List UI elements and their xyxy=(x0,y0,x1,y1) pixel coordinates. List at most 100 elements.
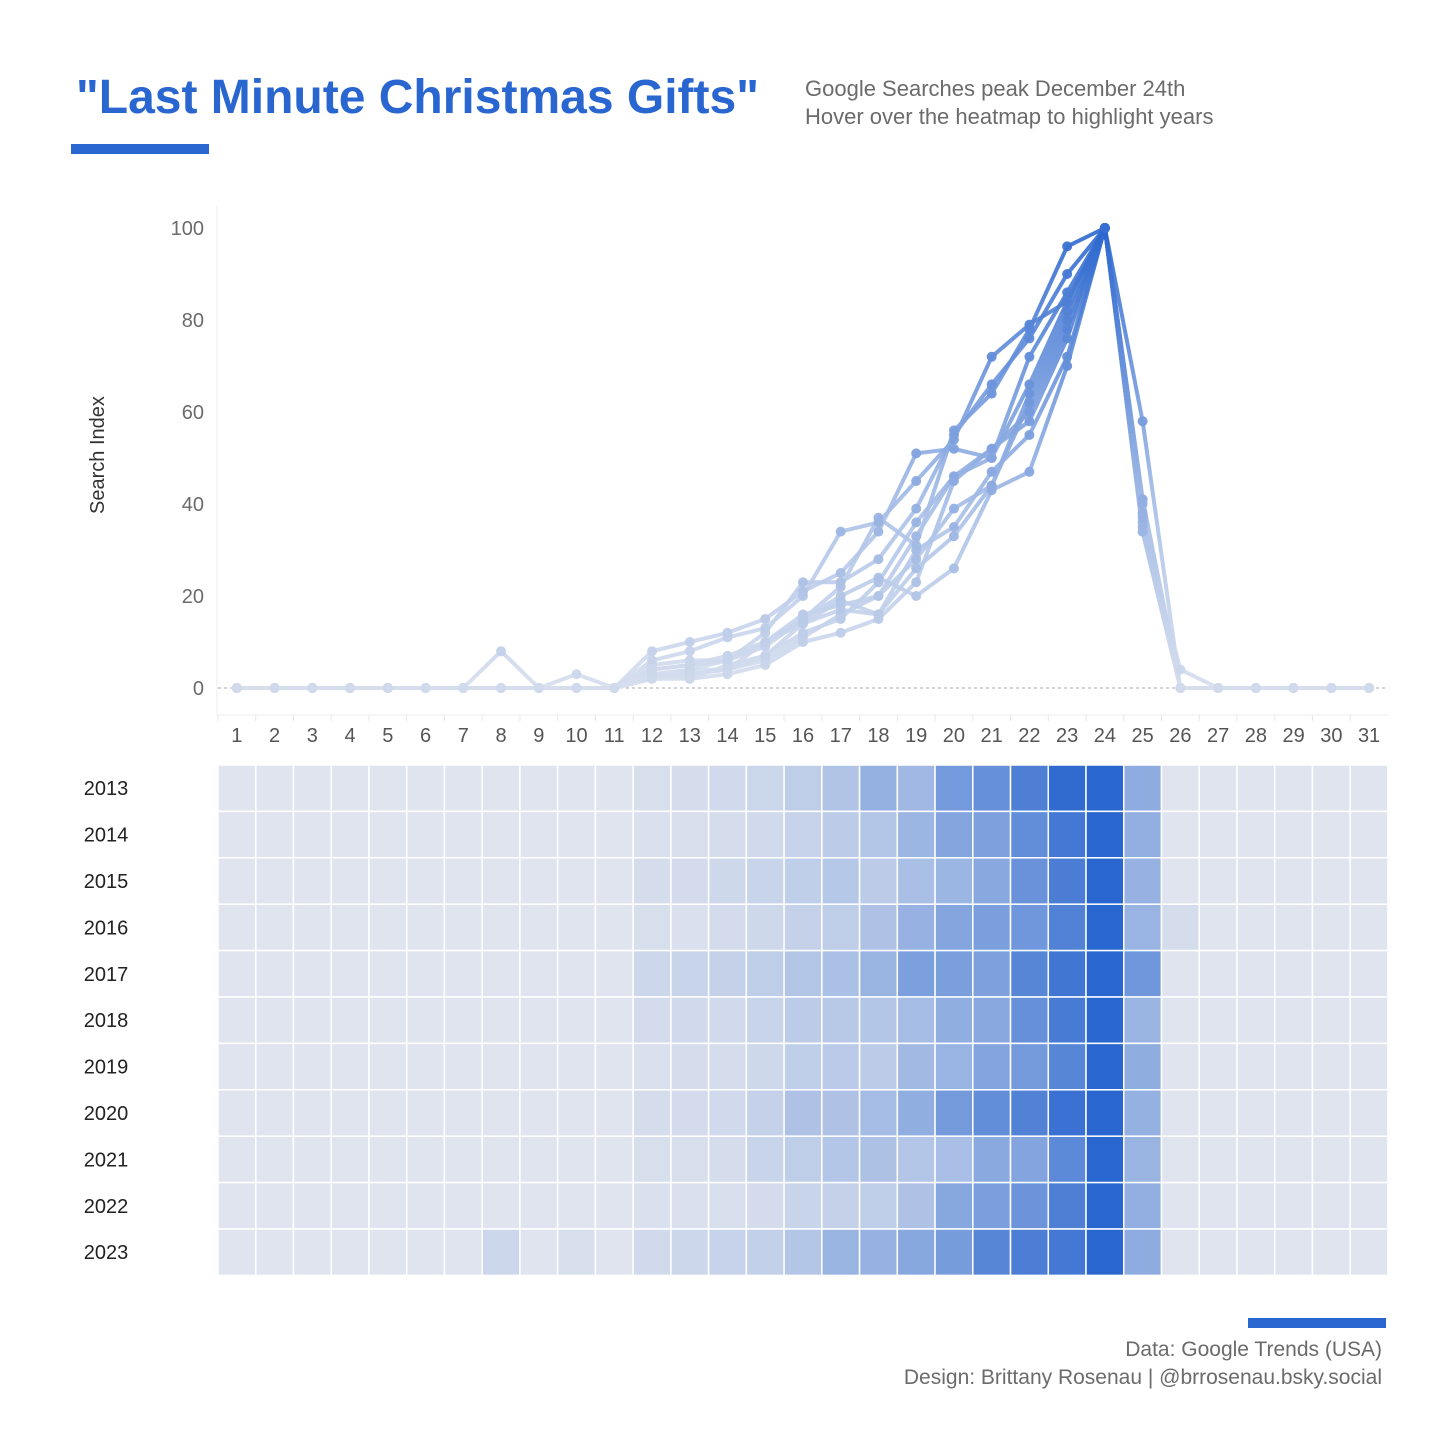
heatmap-cell-2020-16 xyxy=(783,1089,823,1137)
heatmap-cell-2020-27 xyxy=(1198,1089,1238,1137)
heatmap-cell-2014-9 xyxy=(519,810,559,859)
heatmap-cell-2019-7 xyxy=(443,1042,483,1091)
heatmap-cell-2021-22 xyxy=(1009,1135,1050,1184)
point-2021-16 xyxy=(797,614,808,624)
point-2023-14 xyxy=(722,632,733,643)
heatmap-cell-2022-20 xyxy=(934,1181,974,1230)
heatmap-cell-2019-20 xyxy=(934,1042,974,1091)
heatmap-cell-2015-22 xyxy=(1009,857,1050,905)
point-2017-21 xyxy=(986,453,997,463)
heatmap-cell-2020-10 xyxy=(556,1089,597,1137)
heatmap-cell-2017-1 xyxy=(217,949,257,998)
point-2023-24 xyxy=(1099,223,1110,233)
heatmap-cell-2017-11 xyxy=(594,949,634,998)
point-2023-7 xyxy=(458,683,469,693)
heatmap-cell-2020-14 xyxy=(707,1089,748,1137)
point-2016-16 xyxy=(797,627,808,638)
subtitle-line-1: Google Searches peak December 24th xyxy=(805,76,1186,101)
heatmap-cell-2017-8 xyxy=(481,949,521,998)
heatmap-cell-2020-13 xyxy=(670,1089,710,1137)
heatmap-cell-2017-28 xyxy=(1236,949,1276,998)
point-2023-20 xyxy=(948,434,959,445)
heatmap-cell-2022-15 xyxy=(745,1181,785,1230)
point-2017-22 xyxy=(1024,351,1035,362)
x-tick-label: 25 xyxy=(1132,725,1154,747)
heatmap-cell-2020-30 xyxy=(1311,1089,1351,1137)
heatmap-cell-2013-16 xyxy=(783,764,823,813)
point-2018-18 xyxy=(873,591,884,601)
point-2016-22 xyxy=(1024,416,1035,427)
heatmap-cell-2018-28 xyxy=(1236,996,1276,1045)
heatmap-cell-2017-10 xyxy=(556,949,597,998)
heatmap-cell-2021-23 xyxy=(1047,1135,1087,1184)
heatmap-cell-2021-5 xyxy=(368,1135,408,1184)
heatmap-cell-2021-17 xyxy=(821,1135,861,1184)
heatmap-cell-2023-22 xyxy=(1009,1228,1050,1277)
heatmap-cell-2013-4 xyxy=(330,764,370,813)
point-2015-23 xyxy=(1062,315,1073,325)
heatmap-cell-2023-9 xyxy=(519,1228,559,1277)
heatmap-cell-2020-1 xyxy=(217,1089,257,1137)
point-2017-19 xyxy=(911,448,922,459)
heatmap-cell-2013-25 xyxy=(1123,764,1163,813)
heatmap-cell-2022-4 xyxy=(330,1181,370,1230)
heatmap-cell-2020-22 xyxy=(1009,1089,1050,1137)
heatmap-cell-2013-9 xyxy=(519,764,559,813)
point-2023-31 xyxy=(1364,683,1375,693)
row-label-2023: 2023 xyxy=(84,1242,129,1264)
heatmap-cell-2013-31 xyxy=(1349,764,1389,813)
point-2017-18 xyxy=(873,526,884,537)
point-2017-13 xyxy=(684,637,695,647)
heatmap-cell-2019-17 xyxy=(821,1042,861,1091)
heatmap-cell-2015-15 xyxy=(745,857,785,905)
point-2022-13 xyxy=(684,673,695,684)
heatmap-cell-2023-2 xyxy=(254,1228,295,1277)
heatmap-cell-2016-4 xyxy=(330,903,370,952)
heatmap-cell-2018-29 xyxy=(1273,996,1314,1045)
heatmap-cell-2019-6 xyxy=(405,1042,446,1091)
y-tick-label: 20 xyxy=(182,586,204,608)
heatmap-cell-2013-10 xyxy=(556,764,597,813)
point-2015-19 xyxy=(911,563,922,574)
footer-source: Data: Google Trends (USA) xyxy=(1125,1338,1382,1361)
heatmap-cell-2013-11 xyxy=(594,764,634,813)
heatmap-cell-2014-16 xyxy=(783,810,823,859)
heatmap-cell-2018-2 xyxy=(254,996,295,1045)
heatmap-cell-2013-23 xyxy=(1047,764,1087,813)
heatmap-cell-2015-28 xyxy=(1236,857,1276,905)
heatmap-cell-2021-7 xyxy=(443,1135,483,1184)
heatmap-cell-2016-21 xyxy=(972,903,1012,952)
point-2018-23 xyxy=(1062,305,1073,316)
heatmap-cell-2014-24 xyxy=(1085,810,1125,859)
heatmap-cell-2020-18 xyxy=(858,1089,899,1137)
heatmap-cell-2016-31 xyxy=(1349,903,1389,952)
x-tick-label: 18 xyxy=(867,725,889,747)
heatmap-cell-2013-3 xyxy=(292,764,332,813)
heatmap-cell-2022-25 xyxy=(1123,1181,1163,1230)
heatmap-cell-2016-14 xyxy=(707,903,748,952)
point-2023-10 xyxy=(571,669,582,680)
point-2016-23 xyxy=(1062,333,1073,344)
heatmap-cell-2015-26 xyxy=(1160,857,1200,905)
heatmap-cell-2017-15 xyxy=(745,949,785,998)
point-2023-28 xyxy=(1250,683,1261,693)
point-2023-11 xyxy=(609,683,620,693)
heatmap-cell-2013-19 xyxy=(896,764,936,813)
x-tick-label: 13 xyxy=(679,725,701,747)
heatmap-cell-2016-15 xyxy=(745,903,785,952)
point-2021-25 xyxy=(1137,526,1148,537)
point-2023-21 xyxy=(986,351,997,362)
point-2019-20 xyxy=(948,522,959,532)
heatmap-cell-2023-26 xyxy=(1160,1228,1200,1277)
heatmap-cell-2023-7 xyxy=(443,1228,483,1277)
heatmap-cell-2016-19 xyxy=(896,903,936,952)
heatmap-cell-2014-30 xyxy=(1311,810,1351,859)
heatmap-cell-2016-11 xyxy=(594,903,634,952)
heatmap-cell-2016-7 xyxy=(443,903,483,952)
point-2018-22 xyxy=(1024,388,1035,399)
heatmap-cell-2013-15 xyxy=(745,764,785,813)
heatmap-cell-2021-10 xyxy=(556,1135,597,1184)
heatmap-cell-2021-2 xyxy=(254,1135,295,1184)
heatmap-cell-2017-27 xyxy=(1198,949,1238,998)
